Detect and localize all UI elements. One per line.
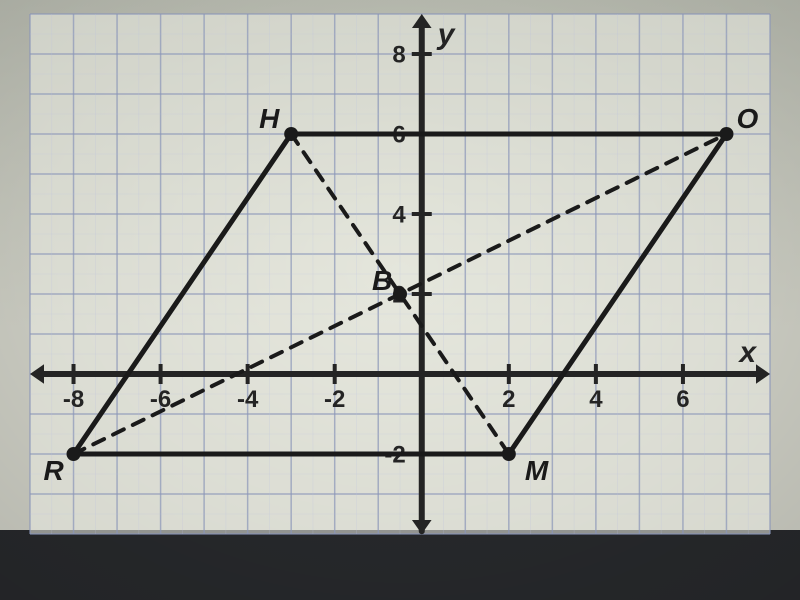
y-tick-label: 4 [392, 201, 406, 228]
point-label-M: M [525, 455, 549, 486]
x-tick-label: -2 [324, 386, 345, 413]
point-label-B: B [372, 265, 392, 296]
screenshot-stage: -8-6-4-2246-22468xyHOMRB [0, 0, 800, 600]
y-tick-label: 8 [392, 41, 405, 68]
point-H [284, 127, 298, 141]
point-B [393, 287, 407, 301]
point-label-R: R [44, 455, 65, 486]
x-tick-label: 4 [589, 386, 603, 413]
x-tick-label: 2 [502, 386, 515, 413]
x-tick-label: -8 [63, 386, 84, 413]
point-O [719, 127, 733, 141]
x-tick-label: 6 [676, 386, 689, 413]
x-tick-label: -4 [237, 386, 259, 413]
x-tick-label: -6 [150, 386, 171, 413]
point-label-O: O [736, 103, 758, 134]
coordinate-plane-figure: -8-6-4-2246-22468xyHOMRB [0, 0, 800, 600]
point-M [502, 447, 516, 461]
point-R [67, 447, 81, 461]
y-axis-label: y [436, 18, 456, 51]
x-axis-label: x [737, 336, 757, 369]
point-label-H: H [259, 103, 280, 134]
